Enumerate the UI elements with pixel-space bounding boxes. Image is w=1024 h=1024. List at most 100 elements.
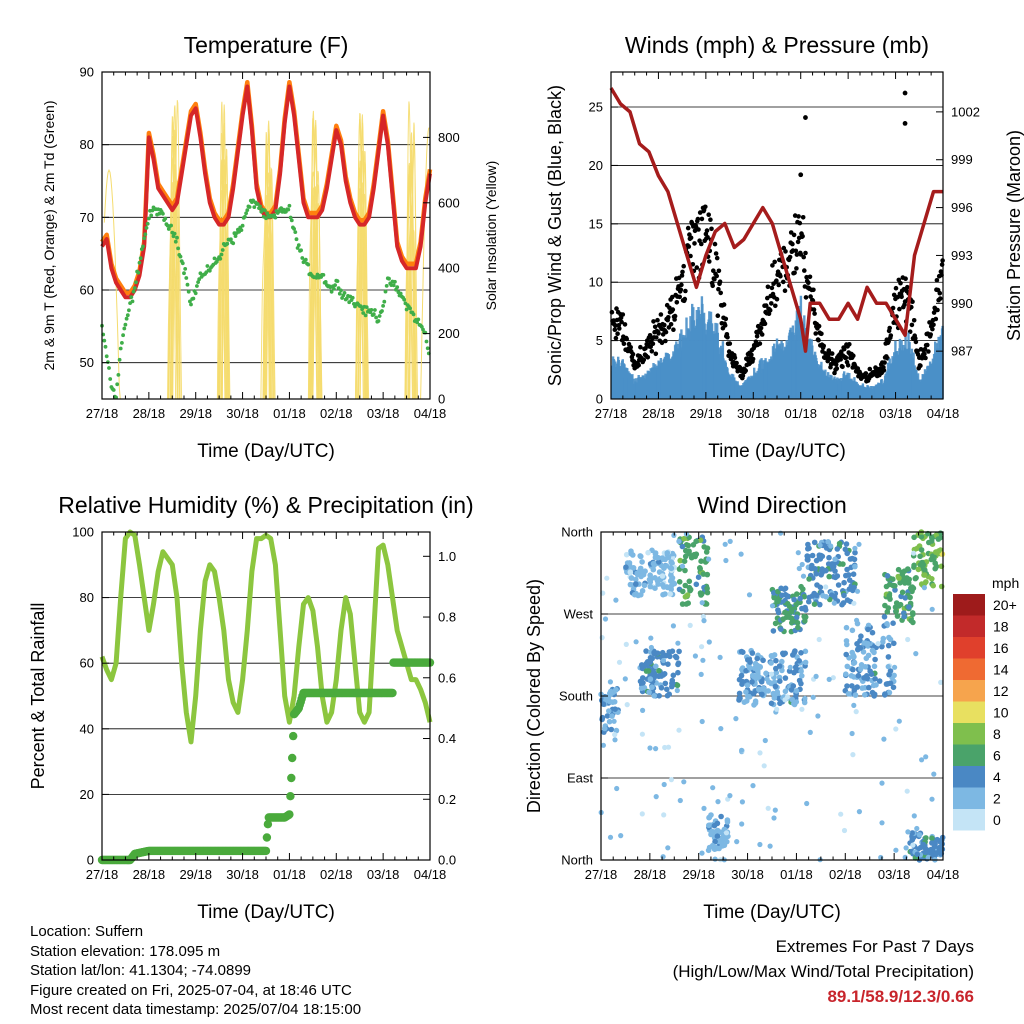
direction-point (661, 781, 667, 788)
gust-point (794, 252, 800, 257)
direction-point (606, 698, 613, 705)
direction-point (854, 617, 860, 623)
gust-point (612, 327, 618, 333)
direction-point (784, 600, 791, 607)
direction-point (791, 649, 798, 656)
legend-swatch (953, 658, 985, 680)
precip-point (286, 792, 295, 801)
x-tick-label: 30/18 (226, 406, 259, 421)
direction-point (817, 584, 824, 591)
y2-tick-label: 993 (951, 248, 973, 263)
direction-point (906, 604, 912, 610)
dewpoint-point (286, 207, 291, 212)
y2-tick-label: 800 (438, 130, 460, 145)
gust-point (636, 362, 641, 368)
gust-point (933, 316, 939, 322)
direction-point (858, 633, 864, 639)
gust-point (931, 322, 936, 328)
y-tick-label: North (561, 853, 593, 868)
direction-point (904, 575, 910, 581)
gust-point (834, 366, 840, 371)
direction-point (854, 588, 861, 594)
gust-point (714, 273, 719, 279)
direction-point (773, 669, 780, 676)
direction-point (779, 592, 785, 599)
direction-point (650, 566, 657, 573)
direction-point (876, 678, 883, 684)
direction-point (750, 783, 756, 789)
y2-tick-label: 600 (438, 195, 460, 210)
dewpoint-point (329, 289, 334, 294)
direction-point (653, 663, 659, 670)
direction-point (699, 718, 705, 725)
direction-point (647, 572, 653, 578)
direction-point (914, 825, 920, 832)
direction-point (602, 616, 609, 622)
extremes-box: Extremes For Past 7 Days (High/Low/Max W… (673, 934, 974, 1009)
direction-point (676, 538, 682, 545)
direction-point (759, 691, 765, 698)
direction-point (916, 832, 923, 838)
gust-point (663, 329, 669, 335)
extremes-values: 89.1/58.9/12.3/0.66 (827, 987, 974, 1006)
gust-point (806, 280, 811, 286)
direction-point (918, 547, 925, 553)
gust-point (816, 337, 821, 343)
gust-point (807, 274, 813, 280)
direction-point (875, 641, 881, 647)
direction-point (915, 566, 922, 573)
direction-point (623, 641, 629, 648)
gust-point (802, 268, 807, 273)
direction-point (777, 678, 783, 684)
dewpoint-point (240, 223, 245, 228)
direction-point (886, 581, 893, 588)
direction-point (654, 578, 661, 584)
direction-point (911, 534, 917, 541)
direction-point (903, 845, 909, 851)
gust-point (688, 235, 694, 241)
dewpoint-point (103, 344, 108, 349)
direction-point (754, 655, 760, 662)
dewpoint-point (166, 227, 171, 231)
x-tick-label: 27/18 (585, 867, 618, 882)
direction-point (722, 541, 728, 547)
dewpoint-point (172, 231, 177, 236)
direction-point (851, 584, 857, 591)
gust-point (621, 341, 627, 347)
gust-point (674, 300, 680, 305)
gust-point (765, 295, 770, 301)
gust-point (801, 254, 806, 260)
direction-point (777, 700, 783, 707)
gust-point (656, 331, 661, 336)
gust-point (712, 241, 718, 247)
dewpoint-point (191, 296, 196, 301)
legend-swatch (953, 637, 985, 659)
direction-point (882, 691, 888, 697)
direction-point (918, 844, 924, 851)
dewpoint-point (130, 299, 135, 304)
dewpoint-point (398, 291, 403, 296)
dewpoint-point (245, 208, 250, 213)
direction-point (704, 589, 711, 596)
dewpoint-point (360, 307, 364, 312)
y-tick-label: 20 (589, 158, 603, 173)
direction-point (660, 854, 666, 860)
direction-point (886, 634, 892, 641)
direction-point (828, 592, 835, 598)
gust-point (774, 278, 779, 284)
direction-point (659, 649, 666, 656)
gust-point (692, 241, 697, 246)
gust-point (881, 368, 887, 373)
direction-point (922, 849, 928, 856)
gust-point (922, 351, 927, 357)
direction-point (893, 847, 899, 853)
direction-point (736, 690, 743, 697)
gust-point (643, 346, 648, 351)
direction-point (911, 564, 917, 570)
x-tick-label: 01/18 (273, 406, 306, 421)
gust-point (695, 216, 701, 222)
dewpoint-point (205, 264, 210, 268)
x-tick-label: 28/18 (634, 867, 667, 882)
direction-point (767, 843, 773, 849)
gust-point (863, 371, 869, 376)
